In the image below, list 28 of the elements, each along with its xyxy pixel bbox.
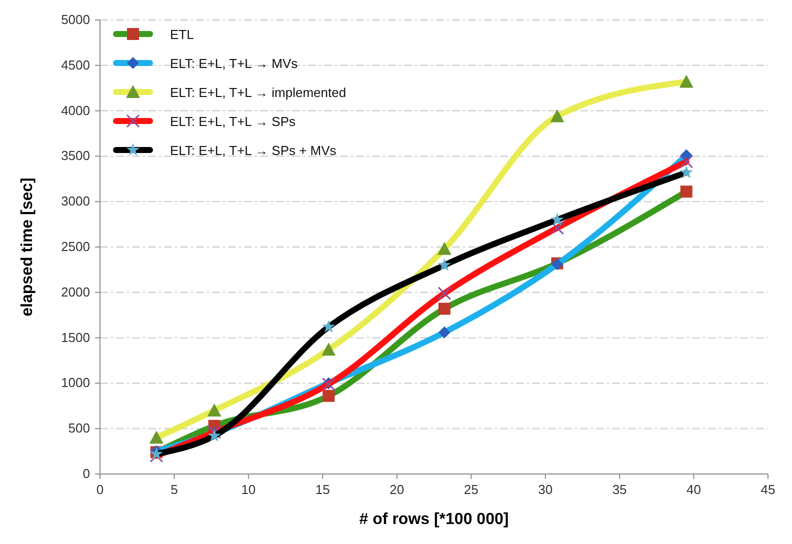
y-tick-label: 3000 [61,194,90,209]
x-tick-label: 30 [538,482,553,497]
y-tick-label: 2500 [61,239,90,254]
x-tick-label: 40 [686,482,702,497]
x-tick-label: 25 [464,482,478,497]
x-tick-label: 15 [315,482,330,497]
y-tick-label: 1500 [61,330,90,345]
y-tick-label: 0 [82,466,90,481]
x-tick-label: 10 [241,482,256,497]
y-tick-label: 4000 [61,102,90,118]
x-axis-title: # of rows [*100 000] [359,511,509,528]
x-tick-label: 35 [612,482,627,497]
y-tick-label: 1000 [61,375,90,390]
y-tick-label: 2000 [61,284,90,300]
legend-label: ELT: E+L, T+L → implemented [170,85,346,100]
legend-label: ETL [170,27,194,42]
x-tick-label: 20 [390,482,404,497]
y-tick-label: 500 [68,420,90,436]
legend-label: ELT: E+L, T+L → MVs [170,56,298,71]
x-tick-label: 45 [760,482,776,497]
x-tick-label: 5 [170,482,178,497]
y-axis-title: elapsed time [sec] [19,178,36,316]
x-tick-label: 0 [96,482,104,497]
legend-label: ELT: E+L, T+L → SPs [170,114,296,129]
legend-label: ELT: E+L, T+L → SPs + MVs [170,143,337,158]
y-tick-label: 3500 [61,148,90,164]
y-tick-label: 5000 [61,12,90,27]
y-tick-label: 4500 [61,57,90,72]
